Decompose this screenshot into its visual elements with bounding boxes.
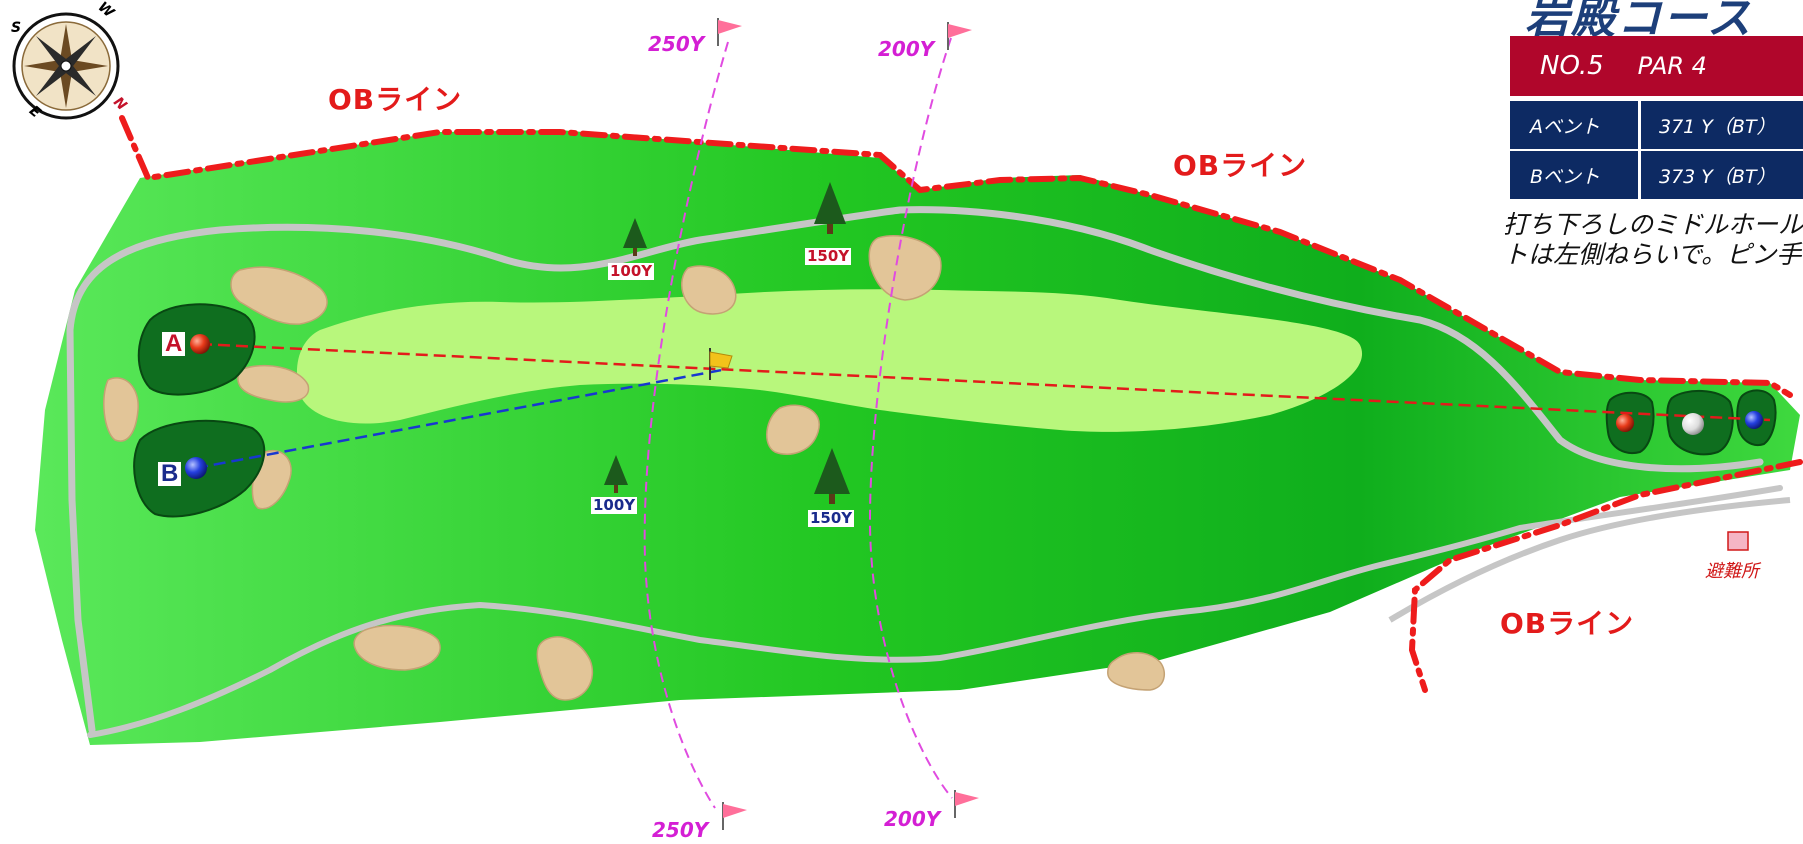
ob-label-bottom-right: OBライン	[1500, 607, 1635, 640]
green-a-label: A	[162, 332, 186, 356]
description-line-1: 打ち下ろしのミドルホール	[1503, 210, 1803, 239]
hole-description: 打ち下ろしのミドルホール トは左側ねらいで。ピン手	[1503, 210, 1803, 270]
tee-row-b: Bベント 373 Y（BT）	[1510, 151, 1803, 199]
bunkers	[103, 235, 1166, 701]
shelter-label: 避難所	[1705, 561, 1759, 582]
compass-rose-icon	[12, 12, 120, 120]
marker-red-150: 150Y	[805, 247, 852, 265]
tree-icons	[604, 182, 850, 504]
marker-blue-100: 100Y	[591, 496, 638, 514]
shelter-icon	[1727, 531, 1749, 551]
description-line-2: トは左側ねらいで。ピン手	[1503, 240, 1802, 269]
tee-ball-a	[190, 334, 210, 354]
tee-yardage-a: 371 Y（BT）	[1641, 101, 1803, 149]
yard-label-bottom-250: 250Y	[652, 818, 709, 842]
ob-label-top-right: OBライン	[1173, 149, 1308, 182]
marker-blue-150: 150Y	[808, 509, 855, 527]
flag-icons	[717, 18, 979, 830]
tee-yardage-b: 373 Y（BT）	[1641, 151, 1803, 199]
yard-label-top-250: 250Y	[648, 32, 705, 56]
hole-number: NO.5	[1540, 51, 1604, 81]
tee-row-a: Aベント 371 Y（BT）	[1510, 101, 1803, 149]
rough-area	[35, 130, 1800, 745]
hole-par: PAR 4	[1637, 52, 1707, 80]
tee-ball-b	[185, 457, 207, 479]
yard-label-top-200: 200Y	[878, 37, 935, 61]
tee-name-b: Bベント	[1510, 151, 1638, 199]
cart-path-lower	[87, 485, 1783, 738]
tee-marker-white	[1682, 413, 1704, 435]
fairway	[296, 289, 1363, 432]
compass-s: S	[11, 20, 22, 36]
pin-flag-icon	[709, 348, 733, 380]
marker-red-100: 100Y	[608, 262, 655, 280]
tee-marker-blue	[1745, 411, 1763, 429]
play-line-a	[199, 342, 1771, 422]
tee-name-a: Aベント	[1510, 101, 1638, 149]
green-b-label: B	[158, 462, 182, 486]
ob-label-top-left: OBライン	[328, 83, 463, 116]
yardage-lines	[643, 37, 953, 809]
hole-header: NO.5 PAR 4	[1510, 36, 1803, 96]
cart-path	[66, 206, 1764, 734]
tee-marker-red	[1616, 414, 1634, 432]
cart-path-tail	[1388, 497, 1791, 623]
ob-lines	[119, 115, 1803, 693]
yard-label-bottom-200: 200Y	[884, 807, 941, 831]
